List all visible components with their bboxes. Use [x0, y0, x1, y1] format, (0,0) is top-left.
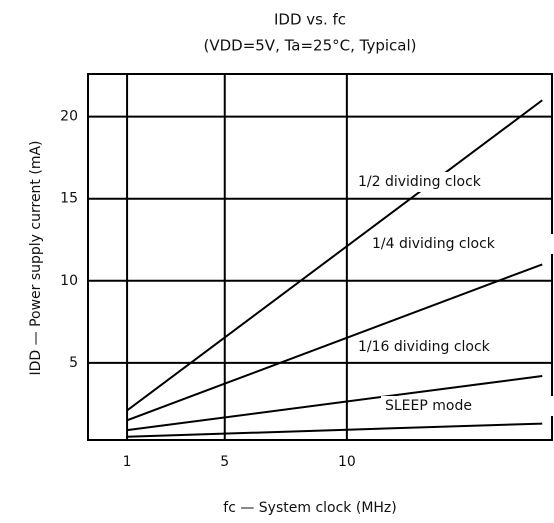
- x-tick-label: 10: [338, 454, 356, 470]
- x-tick-label: 5: [220, 454, 229, 470]
- annotation-bg: [381, 396, 554, 416]
- x-tick-label: 1: [123, 454, 132, 470]
- y-tick-label: 10: [60, 273, 78, 289]
- series-line: [126, 263, 543, 422]
- plot-frame: [87, 73, 553, 441]
- annotation: SLEEP mode: [385, 398, 472, 414]
- y-axis-label: IDD — Power supply current (mA): [28, 140, 44, 375]
- series-line: [127, 422, 543, 438]
- y-tick-label: 5: [69, 355, 78, 371]
- series-line: [126, 374, 543, 432]
- annotation: 1/4 dividing clock: [372, 236, 496, 252]
- annotation-bg: [354, 172, 548, 192]
- y-tick-label: 20: [60, 109, 78, 125]
- chart-title: IDD vs. fc: [274, 11, 346, 29]
- x-axis-label: fc — System clock (MHz): [223, 500, 396, 516]
- chart-subtitle: (VDD=5V, Ta=25°C, Typical): [203, 37, 416, 55]
- y-tick-label: 15: [60, 191, 78, 207]
- series-line: [126, 99, 543, 412]
- annotation-bg: [354, 337, 548, 357]
- annotation: 1/16 dividing clock: [358, 339, 491, 355]
- annotation-bg: [368, 234, 554, 254]
- annotation: 1/2 dividing clock: [358, 174, 482, 190]
